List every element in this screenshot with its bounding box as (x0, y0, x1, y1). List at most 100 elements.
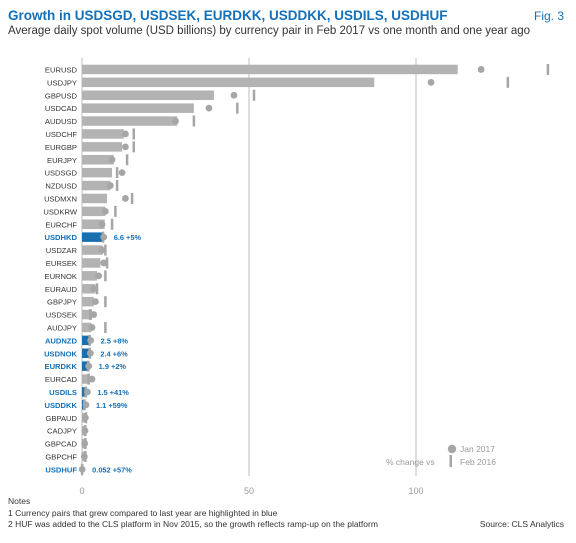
category-label: GBPAUD (45, 414, 77, 423)
jan2017-marker (82, 401, 90, 409)
jan2017-marker (172, 117, 179, 125)
bar (82, 103, 194, 113)
jan2017-marker (91, 298, 99, 306)
bar (82, 167, 113, 178)
bar (82, 258, 101, 268)
category-label: USDMXN (44, 194, 77, 203)
x-tick-label: 100 (408, 486, 423, 496)
bar (82, 322, 92, 333)
bar (82, 116, 178, 126)
data-label: 1.5 +41% (97, 388, 129, 397)
feb2016-marker (125, 154, 129, 166)
category-label: USDZAR (46, 246, 78, 255)
jan2017-marker (83, 388, 91, 396)
feb2016-marker (236, 102, 239, 114)
category-label: USDSGD (45, 169, 78, 178)
category-label: AUDNZD (45, 336, 78, 345)
bar (82, 90, 214, 100)
note-2: 2 HUF was added to the CLS platform in N… (8, 519, 378, 529)
jan2017-marker (87, 336, 95, 344)
category-label: GBPJPY (47, 298, 77, 307)
jan2017-marker (100, 259, 108, 267)
x-tick-label: 50 (244, 486, 254, 496)
jan2017-marker (81, 427, 89, 435)
bar (82, 219, 105, 229)
jan2017-marker (118, 169, 126, 177)
figure-label: Fig. 3 (533, 9, 564, 23)
legend-dot-icon (447, 444, 457, 454)
bar (82, 77, 375, 88)
category-label: CADJPY (47, 427, 77, 436)
feb2016-marker (546, 63, 550, 75)
bar (82, 232, 105, 242)
category-label: USDHUF (45, 465, 77, 474)
category-label: EURCAD (45, 375, 78, 384)
legend-label-jan2017: Jan 2017 (460, 444, 495, 454)
bar (82, 129, 124, 139)
feb2016-marker (192, 115, 196, 127)
note-1: 1 Currency pairs that grew compared to l… (8, 507, 278, 518)
category-label: USDDKK (45, 401, 78, 410)
notes-heading: Notes (8, 496, 31, 506)
bar (82, 348, 91, 358)
feb2016-marker (132, 141, 136, 153)
jan2017-marker (80, 453, 88, 460)
jan2017-marker (86, 349, 94, 357)
jan2017-marker (98, 246, 106, 254)
category-label: AUDJPY (47, 323, 77, 332)
jan2017-marker (205, 104, 213, 112)
jan2017-marker (122, 195, 129, 202)
data-label: 0.052 +57% (92, 465, 132, 474)
category-label: EURCHF (45, 220, 77, 229)
category-label: USDNOK (44, 349, 77, 358)
chart-title: Growth in USDSGD, USDSEK, EURDKK, USDDKK… (8, 8, 448, 23)
legend-tick-icon (449, 455, 452, 467)
bar (82, 193, 108, 204)
bar (82, 309, 93, 320)
category-label: EURUSD (45, 65, 78, 74)
feb2016-marker (115, 167, 119, 179)
x-tick-label: 0 (79, 486, 84, 496)
feb2016-marker (252, 89, 256, 101)
category-label: GBPUSD (45, 91, 78, 100)
bar (82, 374, 90, 384)
bar (82, 245, 103, 255)
feb2016-marker (132, 128, 136, 140)
jan2017-marker (98, 220, 106, 228)
bar (82, 142, 123, 152)
category-label: USDCHF (45, 130, 77, 139)
jan2017-marker (122, 143, 129, 151)
bar (82, 206, 106, 217)
jan2017-marker (100, 233, 108, 241)
feb2016-marker (506, 76, 510, 88)
category-label: USDSEK (46, 311, 77, 320)
bar (82, 155, 114, 165)
bar (82, 361, 89, 371)
jan2017-marker (427, 78, 435, 86)
category-label: EURJPY (47, 156, 77, 165)
data-label: 1.9 +2% (99, 362, 127, 371)
jan2017-marker (101, 207, 109, 215)
source-note: Source: CLS Analytics (479, 519, 564, 529)
feb2016-marker (110, 218, 114, 230)
data-label: 2.4 +6% (100, 349, 128, 358)
category-label: GBPCHF (45, 452, 77, 461)
category-label: EURDKK (45, 362, 78, 371)
feb2016-marker (104, 321, 107, 333)
jan2017-marker (78, 465, 86, 473)
legend-note: % change vs (386, 457, 435, 467)
chart-footer: Notes 1 Currency pairs that grew compare… (8, 496, 568, 531)
jan2017-marker (230, 91, 238, 99)
category-label: USDCAD (45, 104, 78, 113)
feb2016-marker (115, 180, 119, 192)
feb2016-marker (104, 270, 107, 282)
legend-label-feb2016: Feb 2016 (460, 457, 496, 467)
feb2016-marker (104, 296, 107, 308)
jan2017-marker (85, 362, 93, 370)
jan2017-marker (81, 414, 89, 422)
jan2017-marker (106, 182, 114, 189)
category-label: AUDUSD (45, 117, 78, 126)
jan2017-marker (95, 272, 103, 280)
feb2016-marker (130, 192, 134, 204)
